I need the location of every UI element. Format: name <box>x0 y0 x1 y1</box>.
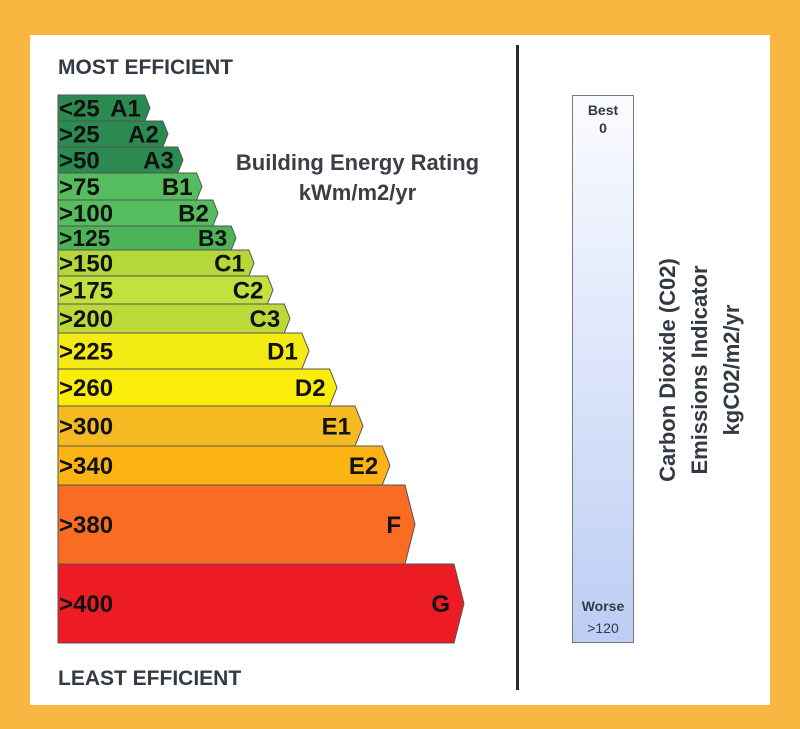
rating-bars: <25 A1>25 A2>50 A3>75 B1>100 B2>125 B3>150 C1>1… <box>57 94 465 644</box>
rating-arrow <box>57 199 219 227</box>
rating-arrow <box>57 120 169 148</box>
rating-arrow <box>57 484 416 565</box>
rating-arrow <box>57 94 151 122</box>
rating-bar-b3: >125 B3 <box>57 225 237 251</box>
rating-grade: G <box>431 591 450 618</box>
co2-line2: Emissions Indicator <box>687 265 712 475</box>
rating-range: >260 <box>59 375 113 402</box>
rating-range: >340 <box>59 453 113 480</box>
co2-line3: kgC02/m2/yr <box>719 304 744 436</box>
rating-grade: C3 <box>250 306 281 333</box>
rating-range: >400 <box>59 591 113 618</box>
rating-grade: E1 <box>322 414 351 441</box>
rating-grade: D1 <box>267 339 298 366</box>
rating-bar-g: >400 G <box>57 563 465 644</box>
energy-rating-title: Building Energy Rating kWm/m2/yr <box>200 148 515 208</box>
rating-range: >125 <box>59 225 111 251</box>
rating-range: >300 <box>59 414 113 441</box>
rating-grade: A2 <box>128 122 159 149</box>
rating-range: >25 <box>59 122 100 149</box>
rating-bar-b1: >75 B1 <box>57 172 203 201</box>
rating-bar-d1: >225 D1 <box>57 332 310 370</box>
rating-range: >225 <box>59 339 113 366</box>
rating-grade: D2 <box>295 375 326 402</box>
rating-arrow <box>57 332 310 370</box>
rating-arrow <box>57 146 184 174</box>
title-line2: kWm/m2/yr <box>298 180 417 205</box>
rating-range: >380 <box>59 512 113 539</box>
rating-grade: B3 <box>198 225 227 251</box>
rating-bar-f: >380 F <box>57 484 416 565</box>
rating-bar-e1: >300 E1 <box>57 405 364 447</box>
rating-bar-d2: >260 D2 <box>57 368 338 407</box>
rating-grade: A1 <box>110 96 141 123</box>
rating-grade: B2 <box>178 201 209 228</box>
rating-range: <25 <box>59 96 100 123</box>
co2-indicator-title: Carbon Dioxide (C02) Emissions Indicator k… <box>652 258 748 482</box>
worse-label: Worse <box>581 598 625 614</box>
rating-range: >200 <box>59 306 113 333</box>
rating-range: >50 <box>59 148 100 175</box>
rating-arrow <box>57 405 364 447</box>
rating-bar-e2: >340 E2 <box>57 445 391 486</box>
rating-arrow <box>57 303 291 334</box>
rating-bar-a3: >50 A3 <box>57 146 184 175</box>
rating-arrow <box>57 225 237 251</box>
best-value: 0 <box>599 120 607 136</box>
rating-bar-a2: >25 A2 <box>57 120 169 149</box>
rating-bar-c3: >200 C3 <box>57 303 291 334</box>
rating-arrow <box>57 249 255 277</box>
rating-range: >75 <box>59 174 100 201</box>
rating-range: >175 <box>59 278 113 305</box>
rating-arrow <box>57 368 338 407</box>
rating-bar-c1: >150 C1 <box>57 249 255 278</box>
divider <box>516 45 519 690</box>
rating-bar-b2: >100 B2 <box>57 199 219 228</box>
rating-arrow <box>57 445 391 486</box>
rating-grade: A3 <box>143 148 174 175</box>
best-label: Best <box>587 102 619 118</box>
least-efficient-label: LEAST EFFICIENT <box>58 667 242 690</box>
worse-value: >120 <box>587 620 619 636</box>
rating-bar-c2: >175 C2 <box>57 275 274 305</box>
rating-range: >150 <box>59 251 113 278</box>
rating-arrow <box>57 275 274 305</box>
rating-arrow <box>57 563 465 644</box>
title-line1: Building Energy Rating <box>235 150 480 175</box>
rating-grade: B1 <box>162 174 193 201</box>
co2-line1: Carbon Dioxide (C02) <box>655 258 680 482</box>
rating-arrow <box>57 172 203 201</box>
rating-bar-a1: <25 A1 <box>57 94 151 123</box>
most-efficient-label: MOST EFFICIENT <box>58 56 233 79</box>
co2-scale-bar <box>572 95 634 643</box>
rating-grade: C1 <box>214 251 245 278</box>
rating-grade: C2 <box>233 278 264 305</box>
rating-grade: E2 <box>349 453 378 480</box>
rating-grade: F <box>386 512 401 539</box>
rating-range: >100 <box>59 201 113 228</box>
